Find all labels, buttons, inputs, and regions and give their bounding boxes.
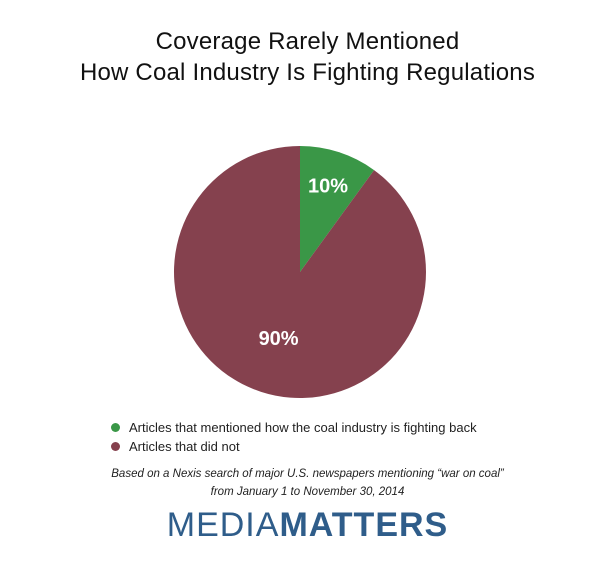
pie-slice-did-not xyxy=(174,146,427,399)
legend: Articles that mentioned how the coal ind… xyxy=(111,418,477,456)
logo-part-matters: MATTERS xyxy=(279,506,449,544)
legend-label-did-not: Articles that did not xyxy=(129,439,240,454)
media-matters-logo: MEDIAMATTERS xyxy=(0,505,615,545)
legend-swatch-mentioned xyxy=(111,423,120,432)
pie-label-did-not: 90% xyxy=(259,328,299,350)
legend-item-mentioned: Articles that mentioned how the coal ind… xyxy=(111,418,477,437)
legend-swatch-did-not xyxy=(111,442,120,451)
pie-chart: 10% 90% xyxy=(174,146,427,399)
legend-label-mentioned: Articles that mentioned how the coal ind… xyxy=(129,420,477,435)
footnote-source: Based on a Nexis search of major U.S. ne… xyxy=(111,468,504,480)
chart-subtitle: How Coal Industry Is Fighting Regulation… xyxy=(79,59,536,86)
pie-slice-mentioned xyxy=(300,146,375,272)
pie-label-mentioned: 10% xyxy=(308,176,348,198)
chart-title: Coverage Rarely Mentioned xyxy=(155,28,460,55)
legend-item-did-not: Articles that did not xyxy=(111,437,477,456)
logo-part-media: MEDIA xyxy=(166,506,280,544)
footnote-dates: from January 1 to November 30, 2014 xyxy=(210,486,405,498)
